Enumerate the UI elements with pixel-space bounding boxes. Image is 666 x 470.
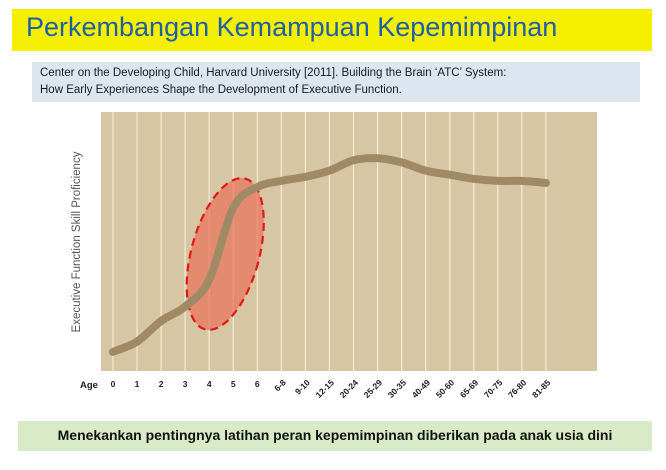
x-axis-label: Age bbox=[80, 380, 98, 391]
data-point bbox=[353, 159, 355, 161]
data-point bbox=[304, 176, 306, 178]
x-tick-label: 65-69 bbox=[458, 377, 481, 400]
data-point bbox=[449, 174, 451, 176]
data-point bbox=[545, 182, 547, 184]
x-tick-label: 3 bbox=[183, 379, 188, 389]
x-tick-label: 1 bbox=[135, 379, 140, 389]
footer-box: Menekankan pentingnya latihan peran kepe… bbox=[18, 421, 652, 451]
x-tick-label: 2 bbox=[159, 379, 164, 389]
footer-message: Menekankan pentingnya latihan peran kepe… bbox=[57, 427, 613, 443]
x-tick-label: 50-60 bbox=[434, 377, 457, 400]
x-tick-label: 4 bbox=[207, 379, 212, 389]
x-tick-label: 25-29 bbox=[362, 377, 385, 400]
citation-line-1: Center on the Developing Child, Harvard … bbox=[40, 67, 507, 79]
data-point bbox=[497, 180, 499, 182]
plot-area bbox=[101, 112, 597, 371]
x-tick-label: 5 bbox=[231, 379, 236, 389]
data-point bbox=[328, 170, 330, 172]
x-tick-label: 20-24 bbox=[338, 377, 361, 400]
data-point bbox=[256, 186, 258, 188]
slide-title: Perkembangan Kemampuan Kepemimpinan bbox=[26, 12, 558, 42]
x-tick-label: 70-75 bbox=[482, 377, 505, 400]
data-point bbox=[160, 320, 162, 322]
data-point bbox=[232, 207, 234, 209]
x-tick-label: 30-35 bbox=[386, 377, 409, 400]
data-point bbox=[208, 279, 210, 281]
x-tick-label: 40-49 bbox=[410, 377, 433, 400]
series-line bbox=[109, 154, 550, 356]
x-tick-label: 6 bbox=[255, 379, 260, 389]
data-point bbox=[184, 306, 186, 308]
data-point bbox=[473, 178, 475, 180]
y-axis-label: Executive Function Skill Proficiency bbox=[71, 151, 83, 332]
x-tick-label: 12-15 bbox=[314, 377, 337, 400]
citation-box: Center on the Developing Child, Harvard … bbox=[32, 62, 640, 102]
x-tick-label: 0 bbox=[111, 379, 116, 389]
data-point bbox=[401, 161, 403, 163]
data-point bbox=[280, 180, 282, 182]
x-tick-label: 6-8 bbox=[272, 377, 288, 393]
data-point bbox=[425, 170, 427, 172]
x-tick-label: 9-10 bbox=[293, 377, 312, 396]
x-tick-label: 81-85 bbox=[530, 377, 553, 400]
citation-line-2: How Early Experiences Shape the Developm… bbox=[40, 84, 402, 96]
data-point bbox=[112, 351, 114, 353]
data-point bbox=[136, 341, 138, 343]
data-point bbox=[377, 157, 379, 159]
data-point bbox=[521, 180, 523, 182]
x-tick-label: 76-80 bbox=[506, 377, 529, 400]
title-bar: Perkembangan Kemampuan Kepemimpinan bbox=[12, 9, 652, 51]
